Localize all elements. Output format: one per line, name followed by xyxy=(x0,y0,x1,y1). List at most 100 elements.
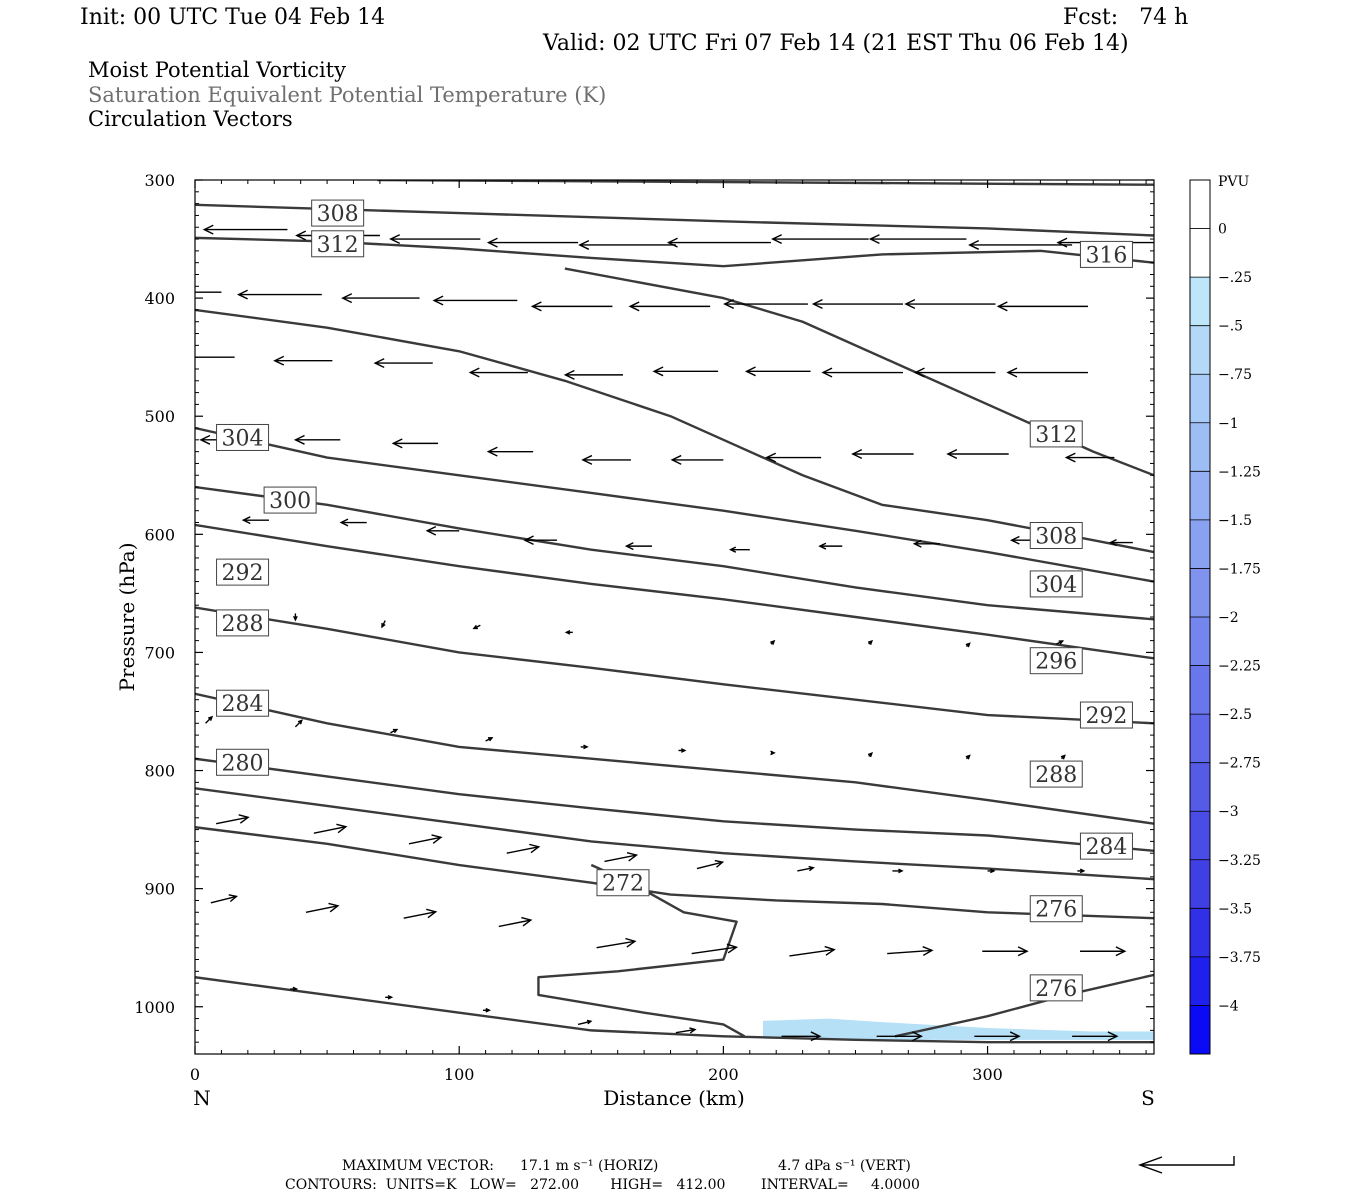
circulation-vector xyxy=(913,367,996,378)
circulation-vector xyxy=(946,449,1009,459)
circulation-vector xyxy=(728,546,750,553)
circulation-vector xyxy=(887,946,934,956)
circulation-vector xyxy=(390,728,399,734)
circulation-vector xyxy=(578,239,676,250)
circulation-vector xyxy=(628,301,711,312)
colorbar-label: −4 xyxy=(1218,998,1239,1014)
circulation-vector xyxy=(482,1007,491,1013)
circulation-vector xyxy=(771,234,869,245)
circulation-vector xyxy=(432,295,518,306)
circulation-vector xyxy=(867,752,874,758)
x-end-label-south: S xyxy=(1141,1086,1155,1110)
circulation-vector xyxy=(563,369,623,380)
circulation-vector xyxy=(987,868,996,874)
circulation-vector xyxy=(241,516,269,525)
contour-label: 308 xyxy=(311,199,365,227)
contour-line xyxy=(195,426,1154,583)
colorbar-swatch xyxy=(1190,519,1210,569)
circulation-vector xyxy=(506,843,541,854)
circulation-vector xyxy=(821,367,904,378)
contour-line xyxy=(195,308,1154,554)
reference-vector-arrow xyxy=(1137,1156,1235,1174)
svg-text:284: 284 xyxy=(222,692,264,717)
circulation-vector xyxy=(696,859,725,870)
circulation-vector xyxy=(781,1031,822,1042)
max-vector-horiz: 17.1 m s⁻¹ (HORIZ) xyxy=(520,1158,659,1174)
contour-label: 280 xyxy=(216,748,270,776)
contour-line xyxy=(195,606,1154,725)
circulation-vector xyxy=(215,814,250,825)
circulation-vector xyxy=(486,237,579,248)
circulation-vector xyxy=(723,299,808,309)
contour-line xyxy=(377,180,1154,186)
contour-label: 288 xyxy=(1029,760,1083,788)
circulation-vector xyxy=(468,367,528,378)
y-tick-label: 600 xyxy=(144,525,175,544)
circulation-vector xyxy=(389,234,481,245)
colorbar-label: −1 xyxy=(1218,416,1239,432)
contour-line xyxy=(195,757,1154,853)
colorbar-label: −3.75 xyxy=(1218,950,1261,966)
circulation-vector xyxy=(666,237,771,248)
circulation-vector xyxy=(273,355,333,366)
circulation-vector xyxy=(675,1027,697,1034)
circulation-vector xyxy=(580,744,589,750)
circulation-vector xyxy=(403,908,438,919)
svg-text:288: 288 xyxy=(1035,763,1077,788)
forecast-hour: Fcst: 74 h xyxy=(1063,5,1189,30)
circulation-vector xyxy=(530,301,613,312)
colorbar-label: −1.75 xyxy=(1218,561,1261,577)
x-tick-label: 0 xyxy=(190,1065,200,1084)
circulation-vector xyxy=(339,518,367,527)
circulation-vector xyxy=(294,719,303,728)
svg-text:304: 304 xyxy=(1035,573,1077,598)
circulation-vector xyxy=(202,224,288,235)
contour-info: CONTOURS: UNITS=K LOW= 272.00 HIGH= 412.… xyxy=(285,1177,920,1193)
circulation-vector xyxy=(581,454,631,465)
colorbar-swatch xyxy=(1190,180,1210,229)
x-tick-label: 300 xyxy=(972,1065,1003,1084)
circulation-vector xyxy=(678,748,687,753)
y-tick-label: 500 xyxy=(144,407,175,426)
svg-text:276: 276 xyxy=(1035,898,1077,923)
svg-text:276: 276 xyxy=(1035,977,1077,1002)
y-tick-label: 900 xyxy=(144,880,175,899)
contour-line xyxy=(195,203,1154,237)
circulation-vector xyxy=(789,945,836,957)
y-axis-label: Pressure (hPa) xyxy=(115,543,139,692)
plot-frame xyxy=(194,179,1155,1055)
init-time: Init: 00 UTC Tue 04 Feb 14 xyxy=(80,5,386,30)
contour-label: 304 xyxy=(216,423,270,451)
contour-label: 276 xyxy=(1029,895,1083,923)
circulation-vector xyxy=(486,446,534,457)
colorbar-unit: PVU xyxy=(1218,174,1250,190)
circulation-vector xyxy=(982,946,1029,957)
y-tick-label: 300 xyxy=(144,171,175,190)
x-tick-label: 200 xyxy=(708,1065,739,1084)
field-title-vectors: Circulation Vectors xyxy=(88,107,293,131)
contour-label: 296 xyxy=(1029,647,1083,675)
contour-line xyxy=(537,863,746,1038)
circulation-vector xyxy=(968,239,1073,250)
circulation-vector xyxy=(1064,452,1115,463)
circulation-vector xyxy=(472,624,481,630)
colorbar-label: −1.5 xyxy=(1218,513,1252,529)
y-tick-label: 400 xyxy=(144,289,175,308)
circulation-vector xyxy=(892,868,904,874)
mpv-region xyxy=(763,1018,1154,1040)
colorbar-label: −3 xyxy=(1218,804,1239,820)
circulation-vector xyxy=(237,289,322,300)
contour-label: 292 xyxy=(1079,701,1133,729)
colorbar-swatch xyxy=(1190,956,1210,1006)
contour-line xyxy=(894,973,1154,1038)
x-tick-label: 100 xyxy=(444,1065,475,1084)
colorbar-label: −2 xyxy=(1218,610,1239,626)
circulation-vector xyxy=(381,620,386,629)
circulation-vector xyxy=(205,715,214,724)
circulation-vector xyxy=(1080,946,1127,957)
contour-label: 272 xyxy=(596,869,650,897)
colorbar-swatch xyxy=(1190,908,1210,958)
svg-text:292: 292 xyxy=(1085,704,1127,729)
circulation-vector xyxy=(876,1031,924,1042)
